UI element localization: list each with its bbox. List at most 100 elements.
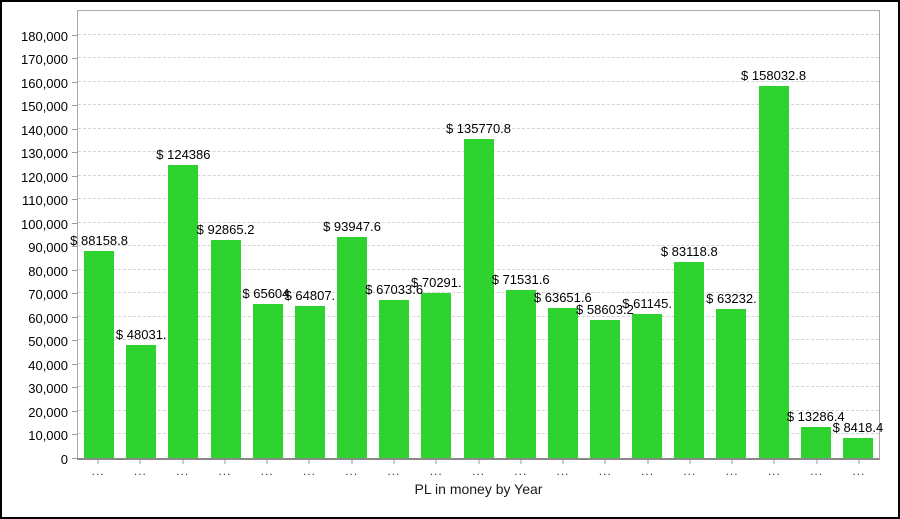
- bar: [674, 262, 705, 458]
- x-axis-tick-label: ...: [133, 464, 147, 478]
- y-axis-tick-label: 20,000: [28, 404, 68, 420]
- x-axis-tick: [647, 460, 649, 464]
- y-axis-tick: [72, 363, 77, 365]
- bar-value-label: $ 61145.: [622, 296, 672, 312]
- bar: [210, 239, 241, 458]
- y-axis-tick-label: 30,000: [28, 381, 68, 397]
- bar-value-label: $ 8418.4: [832, 420, 884, 436]
- grid-line: [78, 104, 879, 106]
- bar-value-label: $ 135770.8: [445, 120, 512, 136]
- x-axis-tick: [97, 460, 99, 464]
- y-axis-tick: [72, 105, 77, 107]
- grid-line: [78, 33, 879, 35]
- x-axis-tick-label: ...: [725, 464, 739, 478]
- y-axis-tick-label: 80,000: [28, 263, 68, 279]
- x-axis-tick: [858, 460, 860, 464]
- x-axis-tick-label: ...: [345, 464, 359, 478]
- y-axis-tick: [72, 58, 77, 60]
- x-axis-tick: [266, 460, 268, 464]
- x-axis-tick: [478, 460, 479, 464]
- x-axis-title: PL in money by Year: [414, 481, 543, 497]
- bar-value-label: $ 63232.: [706, 291, 757, 307]
- y-axis-tick-label: 160,000: [21, 75, 68, 91]
- y-axis-tick-label: 140,000: [21, 122, 68, 138]
- x-axis-tick-label: ...: [302, 464, 316, 478]
- bar-value-label: $ 124386: [156, 147, 211, 163]
- bar-value-label: $ 58603.2: [576, 302, 634, 318]
- x-axis-tick-label: ...: [471, 464, 486, 478]
- y-axis-tick-label: 10,000: [28, 428, 68, 444]
- y-axis-tick: [72, 175, 77, 177]
- y-axis-tick: [72, 434, 77, 436]
- y-axis-tick: [72, 387, 77, 389]
- y-axis-tick-label: 150,000: [21, 99, 68, 115]
- bar: [421, 292, 452, 458]
- y-axis-tick: [72, 316, 77, 318]
- x-axis-tick-label: ...: [641, 464, 655, 478]
- bar-value-label: $ 92865.2: [196, 221, 255, 237]
- grid-line: [78, 80, 879, 82]
- x-axis-tick-label: ...: [260, 464, 274, 478]
- y-axis-tick: [72, 293, 77, 295]
- x-axis-tick: [562, 460, 564, 464]
- bar-value-label: $ 88158.8: [70, 232, 128, 248]
- y-axis-tick-label: 120,000: [21, 169, 68, 185]
- y-axis: 0 10,000 20,000 30,000 40,000 50,000 60,000 70,…: [2, 10, 68, 467]
- x-axis-tick-label: ...: [429, 464, 443, 478]
- y-axis-tick: [72, 269, 77, 271]
- bar: [842, 438, 873, 458]
- x-axis-tick-label: ...: [767, 464, 781, 478]
- x-axis-tick-label: ...: [387, 464, 401, 478]
- bar: [252, 303, 283, 458]
- x-axis-tick: [351, 460, 353, 464]
- y-axis-tick-label: 170,000: [21, 52, 68, 68]
- y-axis-tick: [72, 152, 77, 154]
- y-axis-tick-label: 40,000: [28, 357, 68, 373]
- x-axis-tick-label: ...: [810, 464, 824, 478]
- bar-value-label: $ 93947.6: [323, 218, 381, 234]
- x-axis-tick-label: ...: [683, 464, 697, 478]
- grid-line: [78, 127, 879, 129]
- bar: [84, 250, 115, 458]
- x-axis-tick: [308, 460, 310, 464]
- y-axis-tick: [72, 222, 77, 224]
- y-axis-tick-label: 60,000: [28, 310, 68, 326]
- y-axis-tick-label: 50,000: [28, 334, 68, 350]
- bar-value-label: $ 67033.6: [365, 282, 424, 298]
- x-axis-tick-label: ...: [598, 464, 612, 478]
- x-axis-tick: [816, 460, 818, 464]
- bar: [505, 289, 536, 458]
- bar-value-label: $ 83118.8: [660, 244, 718, 260]
- bar: [758, 86, 789, 458]
- x-axis-tick: [520, 460, 522, 464]
- bar: [716, 309, 747, 458]
- grid-line: [78, 57, 879, 59]
- y-axis-tick-label: 70,000: [28, 287, 68, 303]
- y-axis-tick: [72, 246, 77, 248]
- y-axis-tick: [72, 128, 77, 130]
- x-axis-tick: [393, 460, 395, 464]
- x-axis-tick: [139, 460, 141, 464]
- x-axis-tick-label: ...: [218, 464, 232, 478]
- y-axis-tick-label: 130,000: [21, 146, 68, 162]
- bar: [589, 320, 620, 458]
- x-axis-tick: [689, 460, 691, 464]
- x-axis-tick: [604, 460, 606, 464]
- y-axis-tick-label: 90,000: [28, 240, 68, 256]
- x-axis-tick-label: ...: [91, 464, 105, 478]
- bar-value-label: $ 158032.8: [741, 68, 807, 84]
- bar-value-label: $ 70291.: [411, 274, 462, 290]
- x-axis-tick-label: ...: [514, 464, 528, 478]
- bar: [632, 314, 663, 458]
- bar-value-label: $ 13286.4: [786, 408, 845, 424]
- bar: [379, 300, 410, 458]
- x-axis-tick-label: ...: [176, 464, 190, 478]
- bar-value-label: $ 65604.: [242, 285, 294, 301]
- x-axis-tick: [224, 460, 226, 464]
- y-axis-tick: [72, 458, 77, 459]
- x-axis-tick: [182, 460, 184, 464]
- y-axis-tick: [72, 81, 77, 83]
- x-axis: ........................................…: [77, 460, 880, 480]
- bar-value-label: $ 64807.: [284, 287, 336, 303]
